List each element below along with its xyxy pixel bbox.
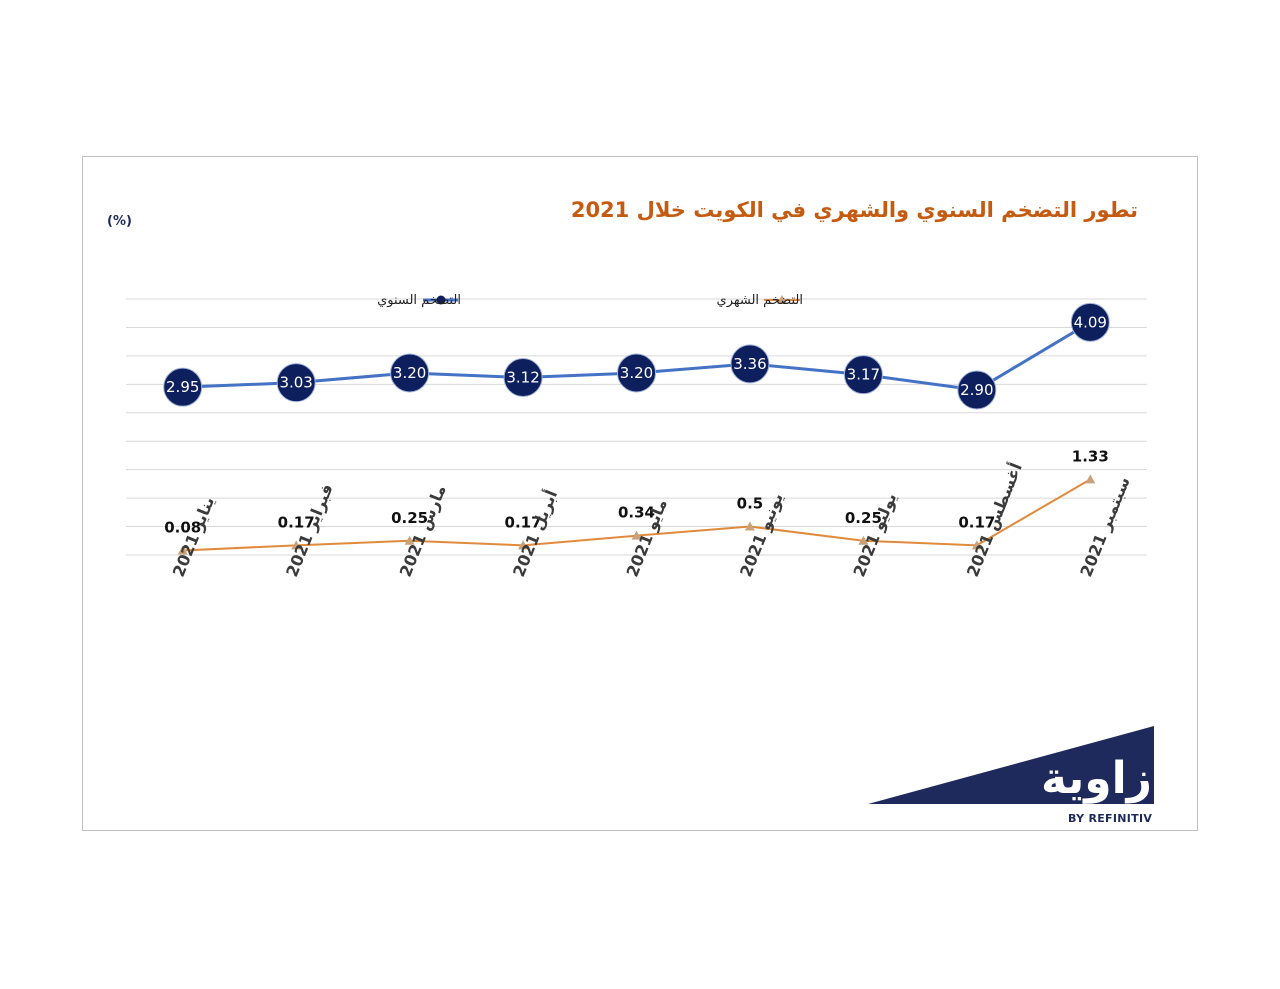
logo-brand-text: زاوية: [1041, 753, 1152, 804]
data-point: [631, 530, 642, 540]
data-point: [957, 370, 997, 410]
legend-label: التضخم الشهري: [717, 293, 803, 308]
legend: التضخم السنوي التضخم الشهري: [377, 293, 803, 308]
data-label: 2.95: [166, 378, 199, 396]
data-point: [744, 521, 755, 531]
legend-item-monthly: التضخم الشهري: [717, 293, 803, 308]
series-annual: 2.95 3.03 3.20 3.12 3.20 3.36 3.17 2.90 4.09: [163, 302, 1110, 410]
x-tick-label: يناير 2021: [169, 494, 218, 580]
data-label: 0.34: [618, 504, 655, 522]
data-point: [1085, 474, 1096, 484]
data-label: 3.20: [393, 364, 426, 382]
data-label: 0.08: [164, 518, 201, 536]
unit-label: (%): [107, 214, 132, 229]
data-point: [858, 535, 869, 545]
legend-item-annual: التضخم السنوي: [377, 293, 461, 308]
data-label: 3.17: [847, 366, 880, 384]
series-layer: 2.95 3.03 3.20 3.12 3.20 3.36 3.17 2.90 4.09 0.08…: [163, 302, 1110, 555]
data-point: [276, 363, 316, 403]
zawya-logo: زاوية: [868, 726, 1154, 804]
legend-marker: [436, 295, 446, 305]
legend-label: التضخم السنوي: [377, 293, 461, 308]
data-label: 0.5: [737, 495, 764, 513]
chart-title: تطور التضخم السنوي والشهري في الكويت خلا…: [570, 198, 1138, 222]
gridlines: [126, 298, 1147, 556]
data-point: [390, 353, 430, 393]
data-point: [404, 535, 415, 545]
data-label: 1.33: [1072, 447, 1109, 465]
x-tick-label: مارس 2021: [396, 482, 450, 579]
data-label: 4.09: [1074, 313, 1107, 331]
data-point: [518, 540, 529, 550]
data-point: [503, 358, 543, 398]
data-point: [971, 540, 982, 550]
x-tick-label: أبريل 2021: [508, 487, 561, 580]
x-tick-label: يوليو 2021: [849, 490, 900, 579]
data-label: 3.20: [620, 364, 653, 382]
data-label: 0.25: [845, 509, 882, 527]
data-point: [730, 344, 770, 384]
chart-frame: [82, 156, 1198, 831]
data-label: 2.90: [960, 381, 993, 399]
logo-banner-shape: [868, 726, 1154, 804]
data-point: [617, 353, 656, 393]
series-monthly: 0.08 0.17 0.25 0.17 0.34 0.5 0.25 0.17 1.33: [164, 447, 1109, 555]
legend-marker: [777, 295, 787, 304]
data-point: [291, 540, 302, 550]
data-label: 0.25: [391, 509, 428, 527]
data-point: [1070, 302, 1110, 342]
data-label: 0.17: [278, 513, 315, 531]
data-label: 0.17: [958, 513, 995, 531]
data-label: 0.17: [505, 513, 542, 531]
data-label: 3.03: [279, 374, 312, 392]
logo-subtext: BY REFINITIV: [1068, 812, 1153, 825]
data-label: 3.36: [733, 355, 766, 373]
data-label: 3.12: [506, 369, 539, 387]
data-point: [843, 355, 883, 395]
data-point: [163, 367, 203, 407]
data-point: [177, 545, 188, 555]
